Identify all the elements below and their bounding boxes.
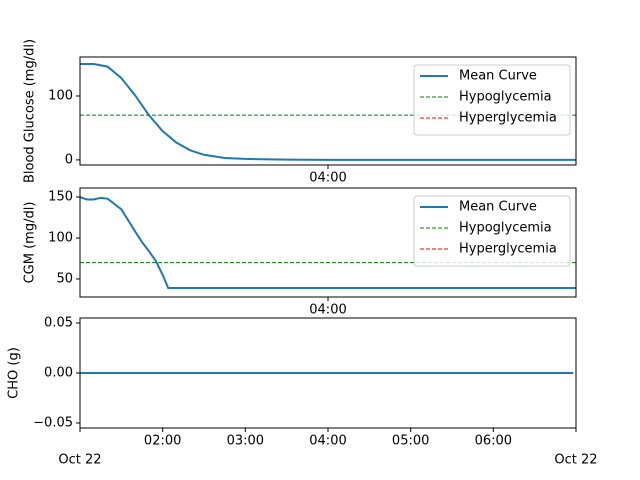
x-tick-label: 06:00 [475,434,512,449]
y-tick-label: 150 [48,190,73,205]
legend-label: Mean Curve [459,69,537,84]
x-tick-label: 03:00 [227,434,264,449]
y-tick-label: 100 [48,88,73,103]
y-tick-label: 100 [48,230,73,245]
x-tick-label: Oct 22 [58,453,101,468]
x-tick-label: Oct 22 [554,453,597,468]
plot-area [80,196,576,289]
plot-area [80,63,576,161]
series-line [80,63,576,161]
legend-box [413,64,571,136]
legend-label: Hypoglycemia [459,90,552,105]
x-tick-label: 05:00 [392,434,429,449]
y-axis-label: Blood Glucose (mg/dl) [23,39,38,183]
x-tick-label: 04:00 [309,303,346,318]
y-axis-label: CHO (g) [7,347,22,399]
legend-box [413,195,571,267]
legend-label: Mean Curve [459,200,537,215]
x-tick-label: 04:00 [309,434,346,449]
y-tick-label: 0 [65,152,73,167]
y-tick-label: 0.05 [44,316,73,331]
x-tick-label: 04:00 [309,171,346,186]
y-axis-label: CGM (mg/dl) [23,202,38,284]
legend-label: Hyperglycemia [459,111,557,126]
y-tick-label: −0.05 [33,416,73,431]
y-tick-label: 50 [56,271,73,286]
y-tick-label: 0.00 [44,366,73,381]
x-tick-label: 02:00 [144,434,181,449]
legend-label: Hypoglycemia [459,221,552,236]
series-line [80,196,576,289]
legend-label: Hyperglycemia [459,242,557,257]
